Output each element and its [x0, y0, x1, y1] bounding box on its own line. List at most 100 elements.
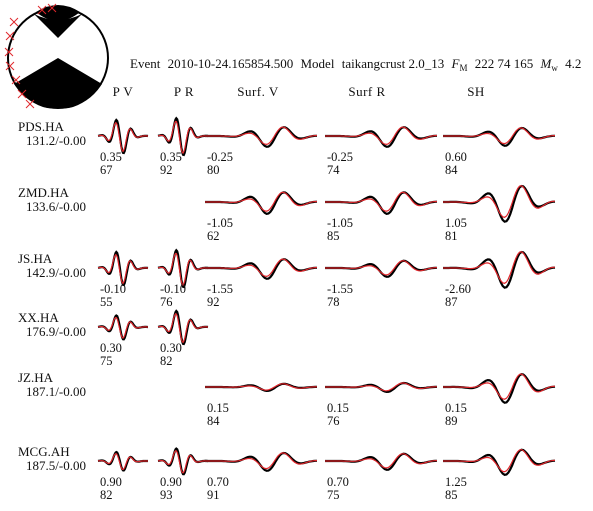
synthetic-trace: [443, 251, 556, 284]
station-distance-info: 187.1/-0.00: [26, 384, 86, 399]
cross-correlation-label: 76: [327, 414, 340, 428]
marker-stroke: [11, 75, 21, 85]
cross-correlation-label: 78: [327, 295, 340, 309]
beachball-compressional-top: [34, 14, 82, 38]
cross-correlation-label: 87: [445, 295, 458, 309]
station-row: JS.HA142.9/-0.00-0.1055-0.1076-1.5592-1.…: [18, 248, 556, 309]
cross-correlation-label: 84: [207, 414, 220, 428]
station-distance-info: 187.5/-0.00: [26, 458, 86, 473]
cross-correlation-label: 85: [327, 229, 340, 243]
observed-trace: [205, 191, 318, 215]
synthetic-trace: [205, 191, 318, 212]
time-shift-label: -0.25: [207, 150, 233, 164]
station-marker-icon: [5, 61, 15, 71]
synthetic-trace: [443, 448, 556, 473]
time-shift-label: -0.25: [327, 150, 353, 164]
time-shift-label: 1.05: [445, 216, 467, 230]
observed-trace: [443, 373, 556, 404]
cross-correlation-label: 89: [445, 414, 458, 428]
fm-symbol: F: [451, 56, 461, 71]
marker-stroke: [17, 89, 27, 99]
time-shift-label: 0.35: [160, 150, 182, 164]
time-shift-label: 0.90: [100, 475, 122, 489]
cross-correlation-label: 92: [160, 163, 173, 177]
synthetic-trace: [205, 452, 317, 470]
synthetic-trace: [443, 373, 556, 400]
event-id: 2010-10-24.165854.500: [168, 56, 294, 71]
station-name: PDS.HA: [18, 119, 64, 134]
component-headers: P V P R Surf. V Surf R SH: [113, 84, 485, 99]
column-header: Surf R: [348, 84, 385, 99]
station-marker-icon: [5, 31, 15, 41]
synthetic-trace: [157, 252, 208, 287]
synthetic-trace: [157, 450, 208, 474]
cross-correlation-label: 93: [160, 488, 173, 502]
station-name: MCG.AH: [18, 444, 70, 459]
figure-title: Event 2010-10-24.165854.500 Model taikan…: [130, 56, 581, 74]
time-shift-label: 0.30: [160, 341, 182, 355]
synthetic-trace: [325, 126, 438, 146]
station-rows: PDS.HA131.2/-0.000.35670.3592-0.2580-0.2…: [18, 116, 556, 502]
station-distance-info: 131.2/-0.00: [26, 133, 86, 148]
synthetic-trace: [157, 313, 208, 344]
cross-correlation-label: 80: [207, 163, 220, 177]
time-shift-label: -1.55: [327, 282, 353, 296]
synthetic-trace: [325, 382, 437, 392]
synthetic-trace: [157, 120, 208, 155]
station-row: MCG.AH187.5/-0.000.90820.90930.70910.707…: [18, 444, 556, 502]
station-distance-info: 142.9/-0.00: [26, 265, 86, 280]
cross-correlation-label: 75: [100, 354, 113, 368]
cross-correlation-label: 67: [100, 163, 113, 177]
cross-correlation-label: 82: [160, 354, 173, 368]
synthetic-trace: [205, 258, 318, 278]
station-marker-icon: [25, 99, 35, 109]
synthetic-trace: [97, 316, 148, 339]
fm-subscript: M: [459, 63, 467, 73]
marker-stroke: [9, 17, 19, 27]
station-marker-icon: [47, 3, 57, 13]
time-shift-label: 0.35: [100, 150, 122, 164]
synthetic-trace: [443, 127, 555, 145]
synthetic-trace: [205, 383, 318, 391]
observed-trace: [443, 448, 556, 476]
observed-trace: [325, 259, 438, 278]
marker-stroke: [37, 5, 47, 15]
time-shift-label: 0.70: [207, 475, 229, 489]
station-row: PDS.HA131.2/-0.000.35670.3592-0.2580-0.2…: [18, 116, 555, 177]
marker-stroke: [47, 3, 57, 13]
cross-correlation-label: 82: [100, 488, 113, 502]
time-shift-label: -1.55: [207, 282, 233, 296]
cross-correlation-label: 81: [445, 229, 458, 243]
event-label: Event: [130, 56, 161, 71]
column-header: P R: [174, 84, 194, 99]
marker-stroke: [5, 61, 15, 71]
mw-symbol: M: [539, 56, 552, 71]
observed-trace: [205, 451, 317, 472]
synthetic-trace: [97, 122, 148, 153]
time-shift-label: 0.15: [207, 401, 229, 415]
column-header: SH: [467, 84, 485, 99]
observed-trace: [325, 191, 438, 215]
observed-trace: [325, 126, 437, 148]
cross-correlation-label: 62: [207, 229, 220, 243]
column-header: Surf. V: [237, 84, 279, 99]
station-marker-icon: [37, 5, 47, 15]
observed-trace: [443, 126, 555, 147]
cross-correlation-label: 85: [445, 488, 458, 502]
